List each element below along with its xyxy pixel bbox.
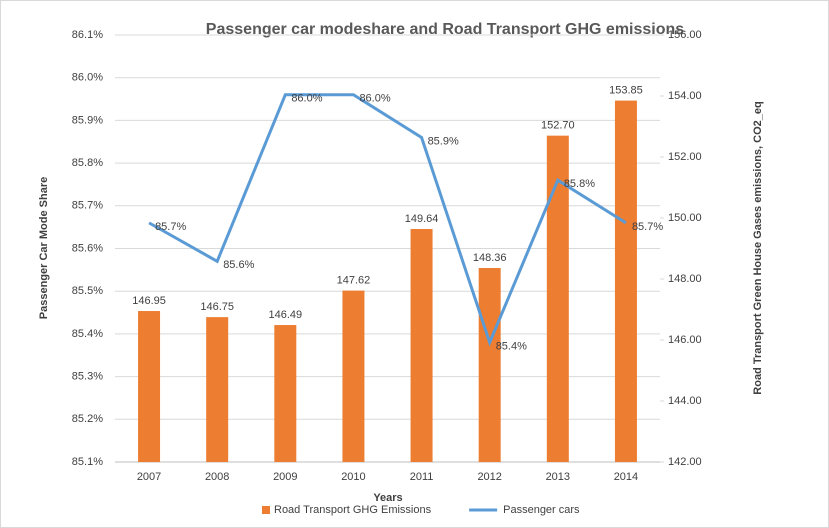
line-label: 85.8%: [564, 178, 595, 190]
y-axis-title: Passenger Car Mode Share: [38, 177, 50, 319]
bar-label: 147.62: [337, 274, 371, 286]
bar-label: 153.85: [609, 84, 643, 96]
line-label: 85.7%: [632, 221, 663, 233]
y2-tick-label: 156.00: [668, 29, 702, 41]
y-tick-label: 86.0%: [72, 72, 103, 84]
y2-tick-label: 154.00: [668, 90, 702, 102]
bar-label: 149.64: [405, 213, 439, 225]
line: [148, 93, 627, 347]
line-label: 86.0%: [291, 93, 322, 105]
y2-tick-label: 144.00: [668, 395, 702, 407]
line-label: 85.9%: [428, 135, 459, 147]
y2-tick-label: 150.00: [668, 212, 702, 224]
y-tick-label: 85.2%: [72, 413, 103, 425]
line-label: 85.4%: [496, 340, 527, 352]
legend-swatch: [262, 506, 270, 514]
bar-label: 146.49: [268, 309, 302, 321]
y2-tick-label: 146.00: [668, 334, 702, 346]
y-tick-label: 85.7%: [72, 200, 103, 212]
x-tick-label: 2010: [341, 471, 365, 483]
bar-label: 148.36: [473, 252, 507, 264]
y2-tick-label: 148.00: [668, 273, 702, 285]
bar: [342, 290, 365, 462]
y-tick-label: 86.1%: [72, 29, 103, 41]
y-tick-label: 85.6%: [72, 242, 103, 254]
line-label: 85.7%: [155, 221, 186, 233]
bar: [546, 135, 569, 462]
x-axis-title: Years: [373, 492, 402, 504]
y2-tick-label: 152.00: [668, 151, 702, 163]
legend-label: Road Transport GHG Emissions: [274, 504, 432, 516]
bar-label: 146.75: [200, 301, 234, 313]
line-label: 86.0%: [359, 93, 390, 105]
y-tick-label: 85.8%: [72, 157, 103, 169]
legend-label: Passenger cars: [503, 504, 580, 516]
y-tick-label: 85.1%: [72, 456, 103, 468]
line-label: 85.6%: [223, 259, 254, 271]
bar: [138, 311, 161, 462]
y-tick-label: 85.3%: [72, 371, 103, 383]
bar-label: 152.70: [541, 120, 575, 132]
x-tick-label: 2013: [546, 471, 570, 483]
y2-tick-label: 142.00: [668, 456, 702, 468]
x-tick-label: 2012: [477, 471, 501, 483]
x-tick-label: 2014: [614, 471, 638, 483]
bar: [274, 325, 297, 462]
x-tick-label: 2007: [137, 471, 161, 483]
bar: [410, 228, 433, 462]
bar-label: 146.95: [132, 295, 166, 307]
bar: [614, 100, 637, 462]
y2-axis-title: Road Transport Green House Gases emissio…: [752, 101, 764, 394]
bar: [206, 317, 229, 462]
x-tick-label: 2011: [410, 471, 434, 483]
y-tick-label: 85.4%: [72, 328, 103, 340]
x-tick-label: 2009: [273, 471, 297, 483]
bar: [478, 268, 501, 462]
y-tick-label: 85.5%: [72, 285, 103, 297]
y-tick-label: 85.9%: [72, 114, 103, 126]
chart-title: Passenger car modeshare and Road Transpo…: [206, 21, 684, 38]
x-tick-label: 2008: [205, 471, 229, 483]
